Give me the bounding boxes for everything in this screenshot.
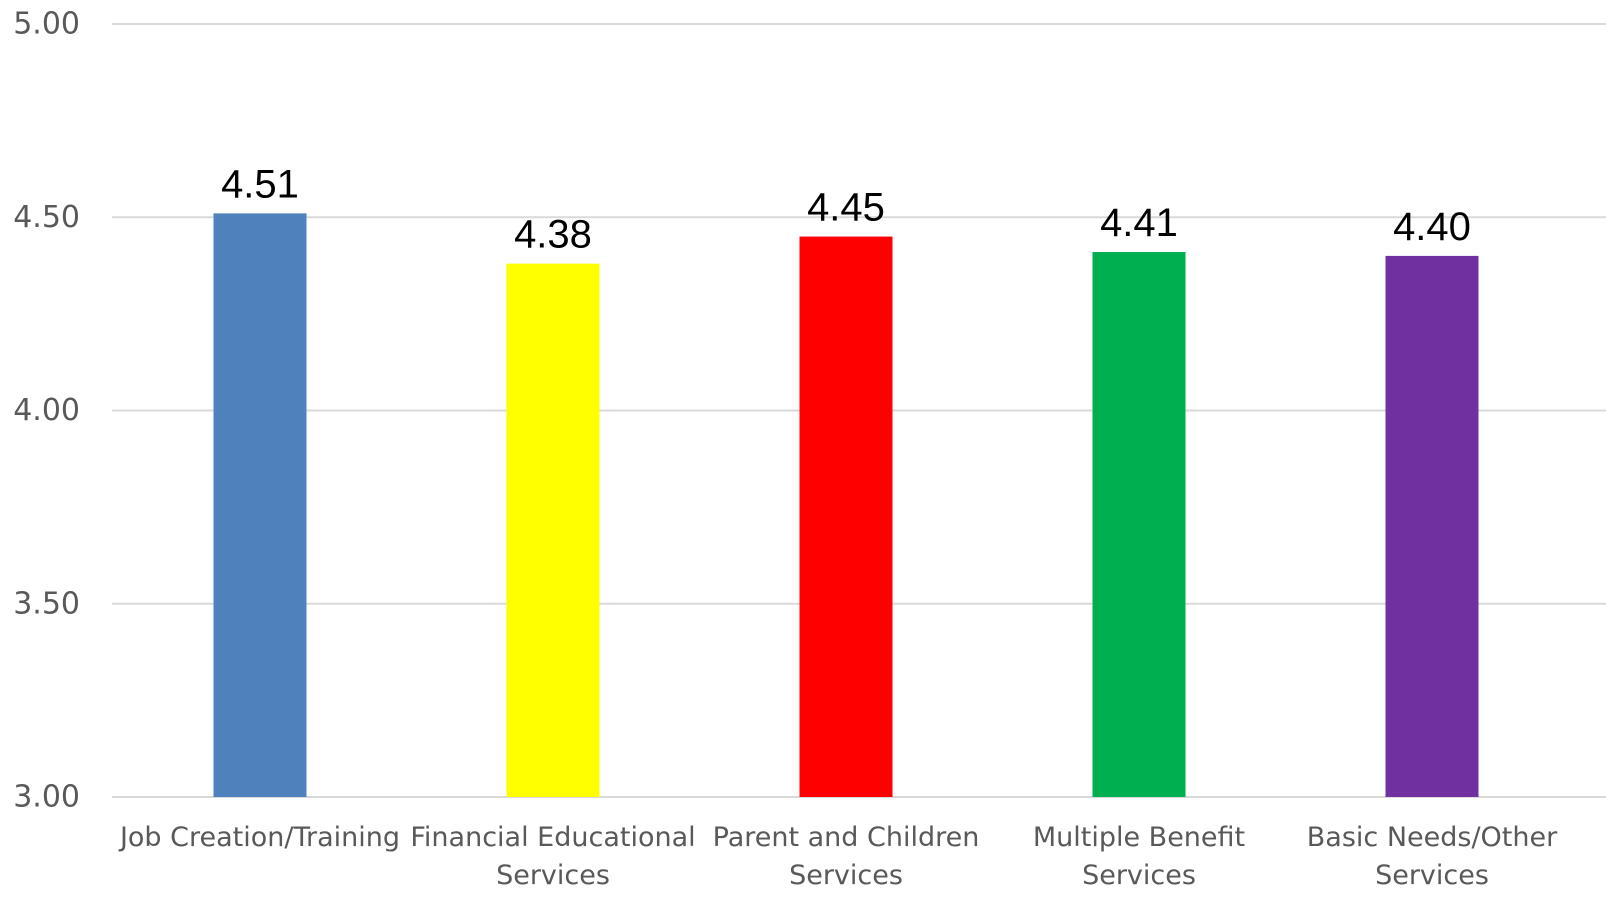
data-label: 4.45 bbox=[807, 186, 885, 230]
y-tick-label: 3.00 bbox=[13, 780, 80, 815]
category-label: Services bbox=[1082, 860, 1196, 891]
category-label: Job Creation/Training bbox=[118, 822, 400, 853]
data-label: 4.40 bbox=[1393, 205, 1471, 249]
y-tick-label: 4.50 bbox=[13, 200, 80, 235]
bar bbox=[1092, 252, 1186, 797]
bar bbox=[506, 263, 600, 797]
category-label: Services bbox=[496, 860, 610, 891]
category-label: Parent and Children bbox=[713, 822, 980, 853]
category-label: Multiple Benefit bbox=[1033, 822, 1245, 853]
y-tick-label: 5.00 bbox=[13, 7, 80, 42]
y-axis-tick-labels: 3.00 3.50 4.00 4.50 5.00 bbox=[13, 7, 80, 815]
bar bbox=[1385, 255, 1479, 797]
category-label: Basic Needs/Other bbox=[1307, 822, 1558, 853]
y-tick-label: 3.50 bbox=[13, 586, 80, 621]
bar bbox=[213, 213, 307, 797]
bars bbox=[213, 213, 1479, 797]
data-label: 4.38 bbox=[514, 213, 592, 257]
y-tick-label: 4.00 bbox=[13, 393, 80, 428]
data-labels: 4.51 4.38 4.45 4.41 4.40 bbox=[221, 162, 1471, 256]
category-label: Financial Educational bbox=[410, 822, 695, 853]
category-labels: Job Creation/Training Financial Education… bbox=[118, 822, 1558, 891]
category-label: Services bbox=[789, 860, 903, 891]
data-label: 4.51 bbox=[221, 162, 299, 206]
data-label: 4.41 bbox=[1100, 201, 1178, 245]
bar bbox=[799, 236, 893, 797]
category-label: Services bbox=[1375, 860, 1489, 891]
